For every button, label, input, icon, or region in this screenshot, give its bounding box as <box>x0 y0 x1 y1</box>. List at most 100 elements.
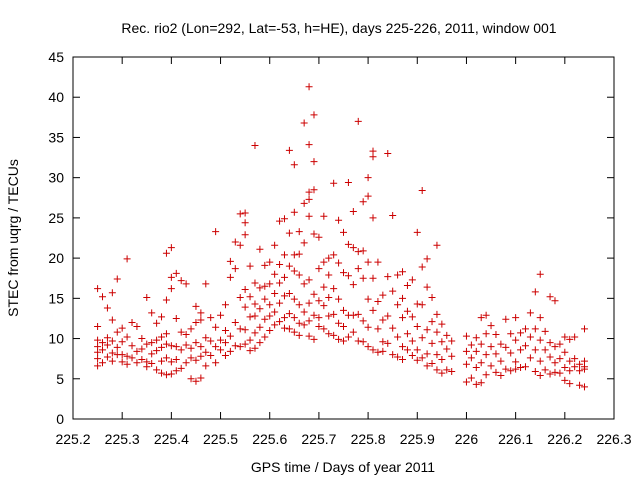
data-point <box>295 319 303 327</box>
data-point <box>285 262 293 270</box>
data-point <box>197 352 205 360</box>
data-point <box>251 344 259 352</box>
data-point <box>364 295 372 303</box>
data-point <box>349 328 357 336</box>
data-point <box>320 302 328 310</box>
data-point <box>541 366 549 374</box>
data-point <box>261 295 269 303</box>
data-point <box>310 335 318 343</box>
data-point <box>521 325 529 333</box>
data-point <box>566 335 574 343</box>
data-point <box>241 285 249 293</box>
data-point <box>266 280 274 288</box>
data-point <box>266 312 274 320</box>
x-tick-label: 225.9 <box>400 431 435 447</box>
data-point <box>526 333 534 341</box>
data-point <box>433 310 441 318</box>
x-tick-label: 226.1 <box>498 431 533 447</box>
data-point <box>271 321 279 329</box>
data-point <box>394 271 402 279</box>
data-point <box>507 330 515 338</box>
data-point <box>438 369 446 377</box>
data-point <box>349 281 357 289</box>
data-point <box>477 340 485 348</box>
data-point <box>295 301 303 309</box>
data-point <box>497 357 505 365</box>
data-point <box>217 311 225 319</box>
data-point <box>187 354 195 362</box>
data-point <box>231 238 239 246</box>
data-point <box>305 83 313 91</box>
data-point <box>507 349 515 357</box>
y-axis-label: STEC from uqrg / TECUs <box>5 159 21 317</box>
data-point <box>423 326 431 334</box>
data-point <box>192 377 200 385</box>
data-point <box>335 295 343 303</box>
data-point <box>99 339 107 347</box>
data-point <box>226 347 234 355</box>
data-point <box>325 312 333 320</box>
data-point <box>108 349 116 357</box>
data-point <box>202 362 210 370</box>
data-point <box>561 376 569 384</box>
data-point <box>202 334 210 342</box>
data-point <box>246 347 254 355</box>
data-point <box>349 311 357 319</box>
data-point <box>94 348 102 356</box>
data-point <box>472 334 480 342</box>
data-point <box>340 337 347 345</box>
data-point <box>403 281 411 289</box>
data-point <box>374 348 382 356</box>
data-point <box>580 365 588 373</box>
data-point <box>571 333 579 341</box>
data-point <box>418 334 426 342</box>
x-tick-label: 226.3 <box>596 431 631 447</box>
data-point <box>128 342 136 350</box>
data-point <box>536 336 544 344</box>
data-point <box>576 381 584 389</box>
data-point <box>226 332 234 340</box>
data-point <box>261 282 269 290</box>
data-point <box>448 337 456 345</box>
data-point <box>526 309 534 317</box>
y-tick-label: 30 <box>48 170 64 186</box>
data-point <box>236 241 244 249</box>
x-axis-ticks: 225.2 225.3 225.4 225.5 225.6 225.7 225.8 225.9… <box>55 57 632 447</box>
data-point <box>408 351 416 359</box>
data-point <box>546 353 554 361</box>
data-point <box>226 257 234 265</box>
data-point <box>423 255 431 263</box>
data-point <box>443 345 451 353</box>
data-point <box>241 219 249 227</box>
data-point <box>295 228 303 236</box>
data-point <box>108 316 116 324</box>
data-point <box>330 251 338 259</box>
data-point <box>566 357 574 365</box>
data-point <box>310 158 318 166</box>
data-point <box>315 322 323 330</box>
data-point <box>482 371 490 379</box>
data-point <box>285 325 293 333</box>
data-point <box>536 372 544 380</box>
data-point <box>290 208 298 216</box>
data-point <box>399 294 407 302</box>
data-point <box>384 339 392 347</box>
data-point <box>118 351 126 359</box>
data-point <box>374 258 382 266</box>
data-point <box>403 307 411 315</box>
data-point <box>389 287 397 295</box>
data-point <box>285 310 293 318</box>
data-point <box>551 343 559 351</box>
data-point <box>162 249 170 257</box>
data-point <box>251 312 259 320</box>
chart-title: Rec. rio2 (Lon=292, Lat=-53, h=HE), days… <box>121 20 556 36</box>
data-point <box>325 271 333 279</box>
data-point <box>241 231 249 239</box>
data-point <box>271 308 279 316</box>
data-point <box>472 347 480 355</box>
data-point <box>172 343 180 351</box>
data-point <box>167 342 175 350</box>
data-point <box>546 293 554 301</box>
data-point <box>443 331 451 339</box>
data-point <box>310 186 318 194</box>
